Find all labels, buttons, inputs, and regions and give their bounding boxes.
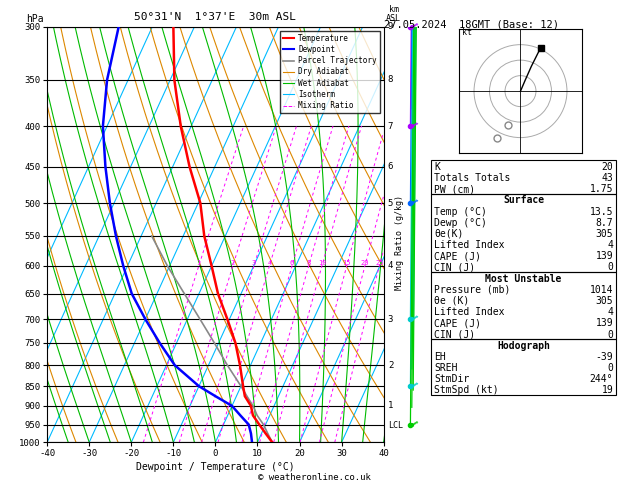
Text: /: /	[407, 313, 417, 325]
Text: Pressure (mb): Pressure (mb)	[434, 285, 510, 295]
Text: © weatheronline.co.uk: © weatheronline.co.uk	[258, 473, 371, 482]
Text: EH: EH	[434, 352, 446, 362]
Text: ●: ●	[410, 24, 414, 30]
Text: -39: -39	[596, 352, 613, 362]
Text: 4: 4	[608, 240, 613, 250]
Text: 50°31'N  1°37'E  30m ASL: 50°31'N 1°37'E 30m ASL	[135, 12, 296, 22]
Text: ●: ●	[410, 200, 414, 206]
Text: θe(K): θe(K)	[434, 229, 464, 239]
Text: 305: 305	[596, 296, 613, 306]
Text: 8: 8	[306, 260, 311, 266]
Text: PW (cm): PW (cm)	[434, 184, 475, 194]
Text: 0: 0	[608, 330, 613, 340]
Text: /: /	[407, 197, 417, 209]
Text: ●: ●	[410, 421, 414, 428]
Text: StmSpd (kt): StmSpd (kt)	[434, 385, 499, 396]
Text: 15: 15	[342, 260, 351, 266]
Text: 25: 25	[375, 260, 384, 266]
Text: /: /	[407, 120, 417, 132]
Legend: Temperature, Dewpoint, Parcel Trajectory, Dry Adiabat, Wet Adiabat, Isotherm, Mi: Temperature, Dewpoint, Parcel Trajectory…	[280, 31, 380, 113]
Text: ●: ●	[410, 316, 414, 322]
Text: /: /	[407, 120, 417, 132]
Text: CAPE (J): CAPE (J)	[434, 251, 481, 261]
Text: K: K	[434, 162, 440, 172]
Text: 20: 20	[360, 260, 369, 266]
Text: 19: 19	[601, 385, 613, 396]
Text: /: /	[407, 197, 417, 209]
Text: /: /	[406, 313, 418, 325]
Text: CIN (J): CIN (J)	[434, 262, 475, 273]
Text: Surface: Surface	[503, 195, 544, 206]
Text: 10: 10	[318, 260, 326, 266]
Text: /: /	[406, 21, 418, 33]
Text: 5: 5	[388, 199, 393, 208]
Text: StmDir: StmDir	[434, 374, 469, 384]
Text: ●: ●	[410, 123, 414, 129]
Text: 9: 9	[388, 22, 393, 31]
Text: /: /	[407, 21, 417, 33]
Text: θe (K): θe (K)	[434, 296, 469, 306]
Text: Lifted Index: Lifted Index	[434, 240, 504, 250]
Text: Lifted Index: Lifted Index	[434, 307, 504, 317]
Text: 27.05.2024  18GMT (Base: 12): 27.05.2024 18GMT (Base: 12)	[384, 19, 559, 30]
Text: CAPE (J): CAPE (J)	[434, 318, 481, 329]
Text: hPa: hPa	[26, 14, 44, 24]
Text: Mixing Ratio (g/kg): Mixing Ratio (g/kg)	[395, 195, 404, 291]
Text: Temp (°C): Temp (°C)	[434, 207, 487, 217]
Text: /: /	[406, 197, 418, 209]
Text: 4: 4	[388, 261, 393, 270]
Text: /: /	[407, 381, 417, 392]
Text: 1: 1	[388, 401, 393, 410]
Text: /: /	[406, 419, 418, 430]
Text: 1014: 1014	[590, 285, 613, 295]
Text: Dewp (°C): Dewp (°C)	[434, 218, 487, 228]
Text: /: /	[407, 419, 417, 430]
Text: 305: 305	[596, 229, 613, 239]
Text: 139: 139	[596, 251, 613, 261]
Text: 2: 2	[388, 361, 393, 370]
Text: /: /	[407, 313, 417, 325]
Text: 0: 0	[608, 262, 613, 273]
Text: km
ASL: km ASL	[386, 4, 401, 22]
Text: 4: 4	[267, 260, 272, 266]
Text: /: /	[407, 419, 417, 431]
Text: Totals Totals: Totals Totals	[434, 173, 510, 183]
Text: 7: 7	[388, 122, 393, 131]
Text: 3: 3	[388, 314, 393, 324]
Text: ●: ●	[410, 383, 414, 389]
Text: 4: 4	[608, 307, 613, 317]
Text: SREH: SREH	[434, 363, 457, 373]
Text: 1.75: 1.75	[590, 184, 613, 194]
Text: 139: 139	[596, 318, 613, 329]
Text: kt: kt	[462, 28, 472, 37]
Text: 244°: 244°	[590, 374, 613, 384]
Text: /: /	[406, 121, 418, 132]
Text: 2: 2	[231, 260, 235, 266]
Text: 6: 6	[290, 260, 294, 266]
X-axis label: Dewpoint / Temperature (°C): Dewpoint / Temperature (°C)	[136, 462, 295, 472]
Text: LCL: LCL	[388, 421, 403, 430]
Text: /: /	[407, 381, 417, 392]
Text: 8: 8	[388, 75, 393, 85]
Text: CIN (J): CIN (J)	[434, 330, 475, 340]
Text: 6: 6	[388, 162, 393, 171]
Text: Most Unstable: Most Unstable	[486, 274, 562, 284]
Text: 0: 0	[608, 363, 613, 373]
Text: /: /	[406, 381, 418, 392]
Text: 20: 20	[601, 162, 613, 172]
Text: 1: 1	[197, 260, 201, 266]
Text: 3: 3	[252, 260, 256, 266]
Text: /: /	[407, 21, 417, 33]
Text: Hodograph: Hodograph	[497, 341, 550, 351]
Text: 13.5: 13.5	[590, 207, 613, 217]
Text: 8.7: 8.7	[596, 218, 613, 228]
Text: 43: 43	[601, 173, 613, 183]
